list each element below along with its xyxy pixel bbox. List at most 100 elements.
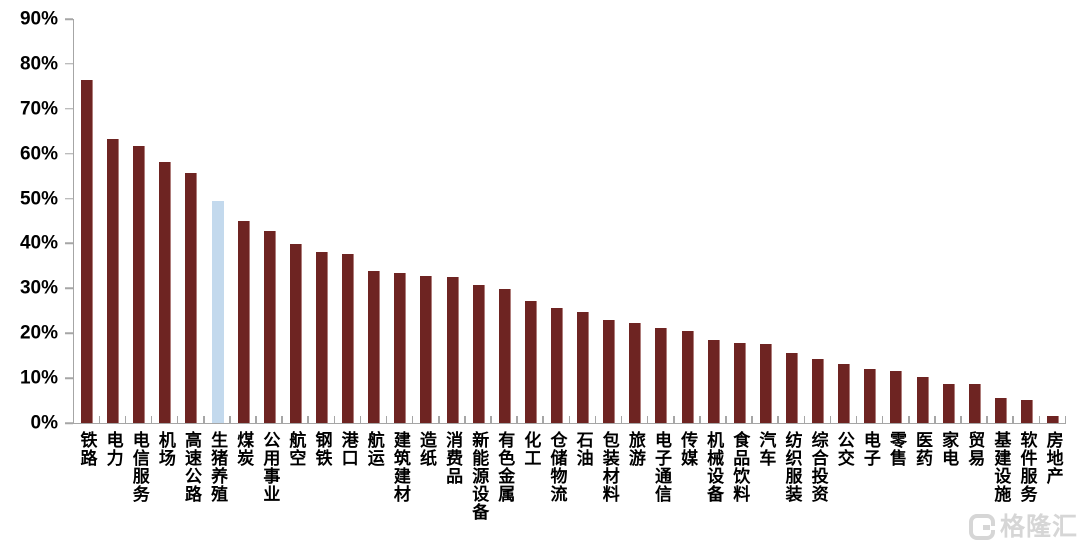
- bar-slot: 煤炭: [231, 19, 257, 467]
- bar-slot: 高速公路: [178, 19, 205, 503]
- x-tick: [411, 416, 414, 423]
- y-tick: [64, 332, 73, 334]
- bar: [472, 285, 485, 423]
- bar-slot: 机械设备: [701, 19, 727, 503]
- y-tick: [64, 242, 73, 245]
- bar-slot: 机场: [152, 19, 179, 467]
- y-tick-label: 80%: [19, 53, 58, 75]
- x-tick: [124, 416, 127, 423]
- x-category-label: 公交: [834, 431, 854, 467]
- x-tick: [725, 416, 727, 423]
- x-category-label: 综合投资: [808, 431, 828, 503]
- x-category-label: 食品饮料: [730, 431, 750, 503]
- bar-slot: 铁路: [74, 19, 101, 467]
- x-category-label: 钢铁: [312, 431, 332, 467]
- x-tick: [516, 416, 518, 423]
- y-tick-label: 40%: [19, 232, 58, 254]
- x-category-label: 机场: [155, 431, 175, 467]
- x-category-label: 新能源设备: [469, 431, 489, 521]
- x-tick: [934, 416, 936, 423]
- x-category-label: 家电: [939, 431, 959, 467]
- bar-slot: 零售: [883, 19, 910, 467]
- bar-slot: 基建设施: [988, 19, 1014, 503]
- bar-slot: 电力: [100, 19, 127, 467]
- x-tick: [281, 416, 283, 423]
- x-category-label: 煤炭: [234, 431, 254, 467]
- y-axis-labels: 0% 10% 20% 30% 40% 50% 60% 70% 80% 90%: [0, 10, 58, 433]
- x-category-label: 铁路: [77, 431, 97, 467]
- x-category-label: 汽车: [756, 431, 776, 467]
- x-tick: [960, 416, 962, 423]
- bar: [551, 307, 564, 423]
- bar-slot: 航运: [361, 19, 388, 467]
- bar: [759, 343, 772, 423]
- x-tick: [881, 416, 884, 423]
- bar-highlighted: [211, 201, 224, 423]
- x-category-label: 高速公路: [181, 431, 201, 503]
- bar-slot: 电子通信: [648, 19, 675, 503]
- bar: [629, 323, 642, 423]
- watermark-text: 格隆汇: [999, 512, 1078, 541]
- x-tick: [176, 416, 179, 423]
- bar: [342, 254, 355, 423]
- bar: [707, 339, 720, 423]
- bar: [916, 377, 929, 423]
- bar: [733, 343, 746, 423]
- bar-slot: 医药: [910, 19, 936, 467]
- bar-slot: 电子: [857, 19, 884, 467]
- x-category-label: 仓储物流: [547, 431, 567, 503]
- bar-slot: 房地产: [1040, 19, 1067, 485]
- bar-slot: 仓储物流: [544, 19, 571, 503]
- x-category-label: 电子: [860, 431, 880, 467]
- bar-slot: 食品饮料: [727, 19, 753, 503]
- bar-slot: 公交: [831, 19, 858, 467]
- bar: [838, 364, 851, 423]
- gelonghui-logo-icon: [968, 514, 996, 540]
- x-tick: [594, 416, 597, 423]
- x-tick: [307, 416, 309, 423]
- x-category-label: 软件服务: [1017, 431, 1037, 503]
- x-tick: [359, 416, 362, 423]
- bar: [968, 384, 981, 423]
- bar: [812, 359, 825, 423]
- x-category-label: 旅游: [625, 431, 645, 467]
- bar: [133, 145, 146, 423]
- x-tick: [1038, 416, 1041, 423]
- y-tick: [64, 108, 73, 110]
- bar-slot: 建筑建材: [387, 19, 414, 503]
- bar: [316, 252, 329, 423]
- x-category-label: 建筑建材: [390, 431, 410, 503]
- bar-slot: 新能源设备: [466, 19, 492, 521]
- y-tick: [64, 197, 73, 200]
- x-category-label: 医药: [913, 431, 933, 467]
- x-tick: [699, 416, 701, 423]
- y-tick-label: 30%: [19, 277, 58, 299]
- x-category-label: 生猪养殖: [208, 431, 228, 503]
- bar: [289, 243, 302, 423]
- bar-slot: 钢铁: [309, 19, 336, 467]
- x-tick: [255, 416, 257, 423]
- x-category-label: 消费品: [443, 431, 463, 485]
- bar: [942, 383, 955, 423]
- x-tick: [673, 416, 675, 423]
- bar-slot: 软件服务: [1014, 19, 1041, 503]
- bar-slot: 石油: [570, 19, 597, 467]
- bar: [498, 289, 511, 423]
- x-category-label: 基建设施: [991, 431, 1011, 503]
- bar-slot: 航空: [283, 19, 309, 467]
- x-category-label: 造纸: [416, 431, 436, 467]
- bar: [368, 271, 381, 423]
- x-tick: [777, 416, 779, 423]
- bar-slot: 纺织服装: [779, 19, 806, 503]
- bar: [603, 320, 616, 423]
- x-category-label: 零售: [886, 431, 906, 467]
- x-tick: [490, 416, 492, 423]
- x-tick: [908, 416, 910, 423]
- x-tick: [438, 416, 440, 423]
- x-tick: [646, 416, 649, 423]
- x-tick: [150, 416, 153, 423]
- bar: [524, 300, 537, 423]
- x-tick: [464, 416, 466, 423]
- bar: [185, 172, 198, 423]
